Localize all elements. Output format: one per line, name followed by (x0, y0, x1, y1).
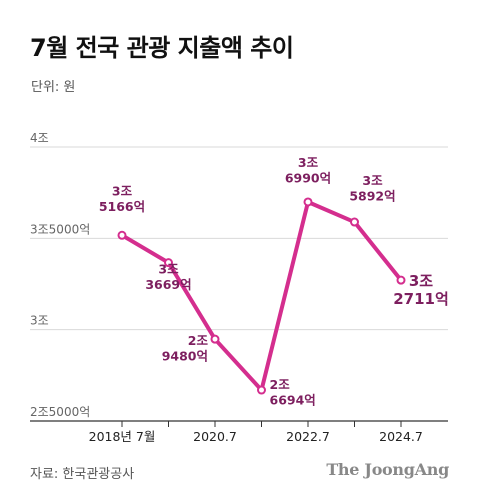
x-tick-label: 2022.7 (286, 429, 330, 444)
data-label: 3조 (362, 173, 383, 188)
x-tick-label: 2018년 7월 (89, 429, 156, 444)
data-point (396, 275, 406, 285)
chart-title: 7월 전국 관광 지출액 추이 (30, 34, 294, 62)
y-tick-label: 3조 (30, 314, 49, 328)
data-point (257, 385, 266, 395)
data-point (303, 197, 313, 207)
data-point (164, 258, 173, 268)
data-label: 5166억 (99, 199, 145, 214)
x-tick-label: 2024.7 (379, 429, 423, 444)
brand-logo: The JoongAng (326, 460, 449, 479)
y-tick-label: 4조 (30, 131, 49, 145)
data-label: 2조 (188, 333, 209, 348)
data-label: 3조 (112, 183, 133, 198)
data-label: 3조 (158, 262, 179, 277)
data-label: 2711억 (393, 290, 449, 308)
data-label: 3669억 (145, 277, 191, 292)
data-label: 9480억 (162, 349, 208, 364)
data-label: 5892억 (349, 189, 395, 204)
y-tick-label: 2조5000억 (30, 405, 90, 419)
data-label: 3조 (298, 155, 319, 170)
data-label: 2조 (270, 377, 291, 392)
data-point (210, 334, 220, 344)
x-tick-label: 2020.7 (193, 429, 237, 444)
data-point (350, 217, 359, 227)
data-label: 6990억 (285, 170, 331, 185)
y-tick-label: 3조5000억 (30, 222, 90, 236)
data-label: 3조 (409, 272, 433, 290)
data-label: 6694억 (270, 393, 316, 408)
unit-note: 단위: 원 (31, 80, 76, 95)
data-point (117, 230, 127, 240)
source-note: 자료: 한국관광공사 (30, 467, 135, 482)
